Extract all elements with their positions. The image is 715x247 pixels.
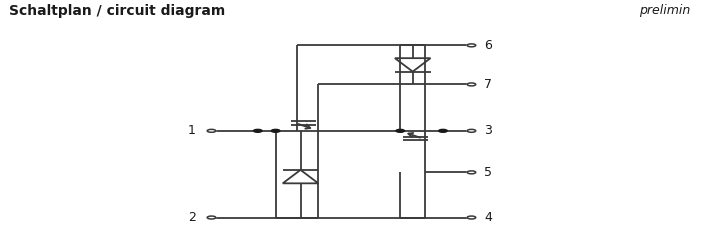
Circle shape	[467, 216, 475, 219]
Text: 7: 7	[484, 78, 492, 91]
Circle shape	[467, 171, 475, 174]
Text: 6: 6	[484, 39, 492, 52]
Circle shape	[396, 129, 405, 132]
Circle shape	[439, 129, 448, 132]
Circle shape	[271, 129, 280, 132]
Text: prelimin: prelimin	[638, 4, 690, 17]
Text: 1: 1	[188, 124, 196, 137]
Circle shape	[467, 44, 475, 47]
Text: 2: 2	[188, 211, 196, 224]
Circle shape	[467, 83, 475, 86]
Circle shape	[254, 129, 262, 132]
Text: 3: 3	[484, 124, 492, 137]
Text: 5: 5	[484, 166, 492, 179]
Text: Schaltplan / circuit diagram: Schaltplan / circuit diagram	[9, 4, 225, 18]
Circle shape	[467, 129, 475, 132]
Circle shape	[207, 216, 216, 219]
Circle shape	[207, 129, 216, 132]
Text: 4: 4	[484, 211, 492, 224]
